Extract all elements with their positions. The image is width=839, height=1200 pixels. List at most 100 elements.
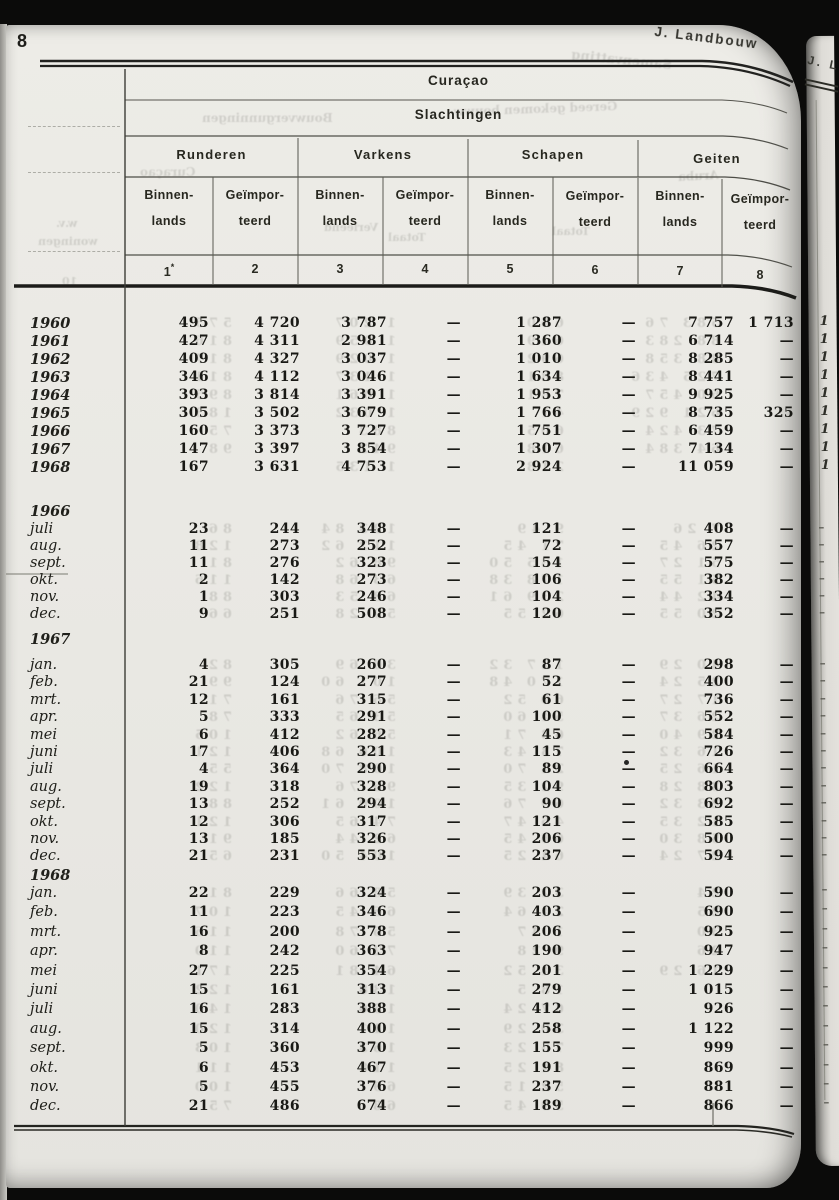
row-label: okt. (30, 813, 58, 830)
table-cell: 4 720 (254, 315, 300, 331)
table-cell: — (446, 538, 461, 554)
table-cell: 12 (188, 813, 209, 830)
table-cell: — (446, 441, 461, 457)
column-number-3: 3 (336, 262, 344, 276)
table-cell: 15 (188, 982, 209, 998)
table-cell: 999 (703, 1040, 734, 1057)
table-cell: 27 (188, 962, 209, 979)
table-cell: — (621, 606, 636, 622)
row-label: dec. (30, 848, 61, 865)
subheader-col-8: Geïmpor-teerd (718, 186, 802, 238)
table-cell: — (446, 1040, 461, 1057)
table-cell: — (621, 1040, 636, 1057)
table-row: juni 17 406 321—115—726—121 106 68 73 43 16 32 (6, 744, 801, 762)
table-row: mei 6 412 282—45—584—105 56 62 63 71 29 40 (6, 727, 801, 745)
table-cell: 229 (269, 885, 300, 901)
table-cell: 147 (178, 441, 209, 457)
table-cell: 427 (178, 333, 209, 349)
table-cell: 1 229 (688, 962, 734, 979)
table-title: Slachtingen (414, 107, 503, 122)
adjacent-page-dash: – (820, 777, 827, 792)
adjacent-page-dash: – (823, 1075, 830, 1091)
table-cell: — (621, 778, 636, 795)
table-cell: — (446, 369, 461, 385)
table-cell: 5 (198, 1079, 209, 1095)
table-row: 1966 160 3 373 3 727—1 751—6 459—75 883 605 73… (6, 423, 801, 441)
table-cell: 3 727 (341, 423, 387, 439)
table-cell: — (446, 333, 461, 349)
column-number-8: 8 (756, 268, 764, 282)
table-cell: 206 (531, 923, 562, 940)
table-cell: 585 (703, 813, 734, 830)
table-cell: — (446, 962, 461, 979)
table-cell: 237 (531, 1079, 562, 1095)
table-cell: 486 (269, 1098, 300, 1115)
table-cell: — (446, 813, 461, 830)
subheader-line: teerd (743, 217, 777, 232)
row-label: apr. (30, 709, 58, 726)
column-number-7: 7 (676, 264, 684, 278)
table-cell: 393 (178, 387, 209, 403)
table-cell: 13 (188, 831, 209, 847)
table-cell: — (621, 1079, 636, 1095)
table-cell: 3 373 (254, 423, 300, 439)
section-label: 1967 (30, 631, 71, 648)
table-cell: 11 (188, 538, 209, 554)
table-row: aug. 15 314 400—258—1 122—120 111 30 29 (6, 1021, 801, 1039)
column-number-2: 2 (251, 262, 259, 276)
row-label: mrt. (30, 691, 62, 708)
table-cell: 325 (763, 405, 794, 421)
table-cell: 9 (198, 606, 209, 622)
table-cell: — (779, 1040, 794, 1057)
table-cell: 354 (356, 962, 387, 979)
adjacent-page-dash: – (821, 901, 828, 916)
stub-dashed-line (28, 126, 120, 127)
table-cell: — (621, 538, 636, 554)
table-cell: 4 (198, 657, 209, 673)
table-cell: 364 (269, 761, 300, 778)
table-cell: — (446, 1001, 461, 1018)
table-cell: — (621, 572, 636, 588)
document-page: 8 Samenvatting J. Landbouw (6, 24, 802, 1188)
table-cell: 3 502 (254, 405, 300, 421)
group-header-runderen: Runderen (176, 147, 247, 162)
table-cell: — (446, 1098, 461, 1115)
adjacent-page-dash: – (820, 812, 827, 827)
table-row: jan. 22 229 324—203—590—81 58 66 32 39 24 (6, 885, 801, 903)
table-cell: — (446, 923, 461, 940)
table-cell: — (779, 441, 794, 457)
table-cell: 13 (188, 796, 209, 813)
table-cell: 324 (356, 885, 387, 901)
subheader-col-6: Geïmpor-teerd (553, 183, 637, 235)
table-cell: 87 (541, 657, 562, 673)
table-cell: 121 (531, 813, 562, 830)
row-label: aug. (30, 538, 62, 554)
row-label: 1963 (30, 369, 71, 386)
table-cell: — (446, 1020, 461, 1037)
table-cell: — (779, 962, 794, 979)
table-row: juli 4 364 290—89—664—55 108 70 24 70 16 25 (6, 761, 801, 779)
subheader-col-2: Geïmpor-teerd (213, 182, 297, 234)
table-cell: 258 (531, 1020, 562, 1037)
table-cell: — (621, 831, 636, 847)
table-cell: — (621, 744, 636, 760)
row-label: 1960 (30, 315, 71, 332)
table-cell: — (446, 726, 461, 743)
table-cell: — (446, 982, 461, 998)
section-label-row: 1968 (6, 867, 801, 885)
table-cell: 291 (356, 709, 387, 726)
adjacent-page-dash: – (822, 1056, 830, 1071)
table-cell: 552 (703, 709, 734, 726)
adjacent-page-dash: – (820, 725, 827, 740)
table-cell: — (446, 796, 461, 813)
table-cell: — (621, 1098, 636, 1115)
table-cell: 22 (188, 885, 209, 901)
table-cell: 61 (541, 691, 562, 708)
row-label: sept. (30, 796, 66, 813)
table-cell: 363 (356, 943, 387, 960)
table-row: feb. 11 223 346—403—690—107 66 45 24 64 25 (6, 904, 801, 922)
table-cell: 378 (356, 923, 387, 940)
row-label: feb. (30, 674, 58, 691)
table-cell: 726 (703, 744, 734, 760)
table-cell: 352 (703, 606, 734, 622)
